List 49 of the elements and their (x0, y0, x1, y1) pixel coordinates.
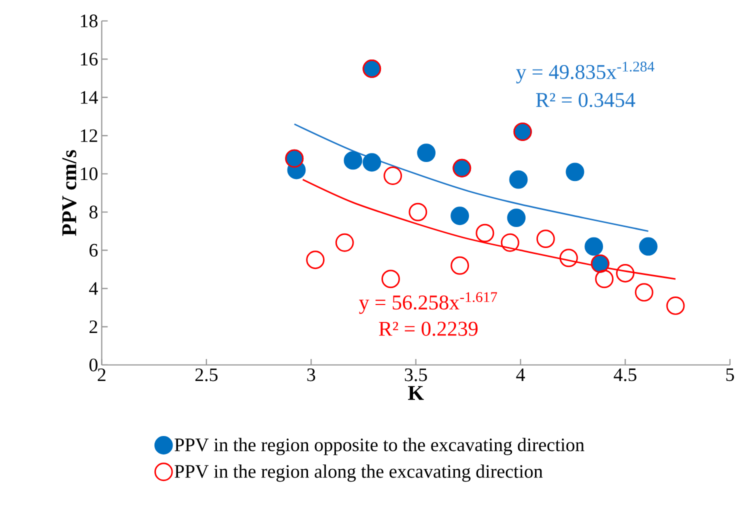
y-tick-label: 8 (89, 206, 98, 219)
point (584, 237, 604, 256)
point (335, 234, 354, 252)
point (362, 153, 382, 172)
point (507, 208, 526, 228)
point (666, 296, 685, 316)
point (639, 237, 658, 256)
x-tick-label: 2.5 (195, 368, 218, 382)
annotation: R² = 0.3454 (536, 93, 636, 108)
point (634, 283, 654, 302)
annotation: y = 56.258x$^{-1.617}$ (359, 292, 498, 314)
point (287, 161, 306, 180)
y-tick-label: 18 (80, 14, 98, 28)
point (509, 170, 528, 190)
point (500, 234, 520, 252)
point (476, 224, 494, 243)
legend-label: PPV in the region opposite to the excavating direction (174, 438, 584, 456)
point (306, 250, 325, 270)
y-axis-title: PPV cm/s (62, 150, 76, 236)
x-tick-label: 4 (516, 368, 525, 382)
point (559, 248, 578, 268)
point (616, 264, 634, 283)
y-tick-label: 4 (89, 282, 98, 295)
x-tick-label: 3 (307, 368, 316, 382)
point (408, 203, 428, 222)
y-tick-label: 10 (80, 168, 98, 180)
point (344, 151, 362, 170)
point (595, 270, 614, 288)
point (566, 162, 584, 182)
y-tick-label: 12 (80, 130, 98, 142)
annotation: R² = 0.2239 (378, 322, 478, 336)
x-axis-title: K (408, 386, 424, 400)
point (381, 270, 400, 288)
x-tick-label: 4.5 (614, 368, 636, 382)
y-tick-label: 6 (90, 244, 98, 257)
y-tick-label: 16 (80, 53, 98, 66)
point (536, 230, 555, 248)
line-series (294, 124, 650, 232)
x-tick-label: 3.5 (404, 368, 427, 382)
point (417, 144, 436, 162)
y-tick-label: 2 (90, 320, 98, 334)
annotation: y = 49.835x$^{-1.284}$ (516, 62, 654, 84)
point (450, 206, 470, 226)
y-tick-label: 14 (80, 91, 98, 104)
point (450, 256, 470, 276)
y-tick-label: 0 (89, 358, 98, 372)
point (384, 166, 402, 186)
legend-label: PPV in the region along the excavating direction (174, 464, 543, 482)
x-tick-label: 5 (726, 368, 734, 382)
